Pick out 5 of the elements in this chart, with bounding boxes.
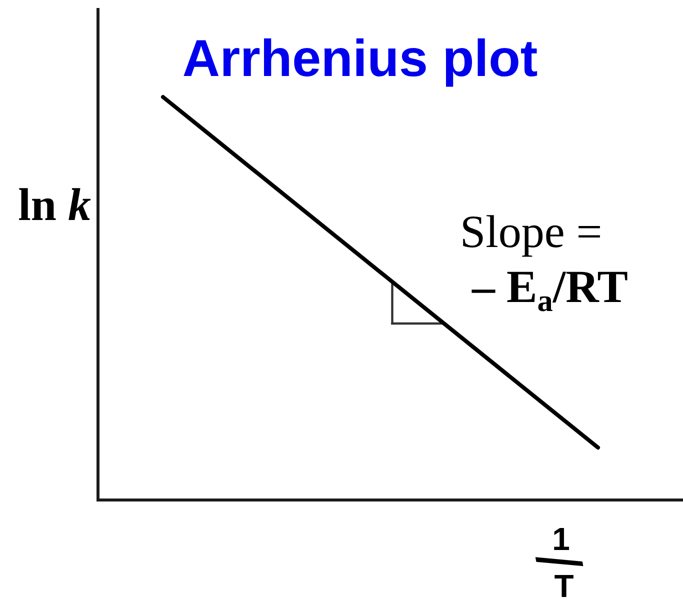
annotation: – E$_{a}$/RT bbox=[471, 261, 628, 318]
annotation: Slope = bbox=[460, 206, 602, 257]
y-axis-title: ln k bbox=[18, 179, 91, 230]
x-axis-title: 1/T bbox=[522, 521, 594, 601]
chart-title: Arrhenius plot bbox=[182, 30, 538, 88]
